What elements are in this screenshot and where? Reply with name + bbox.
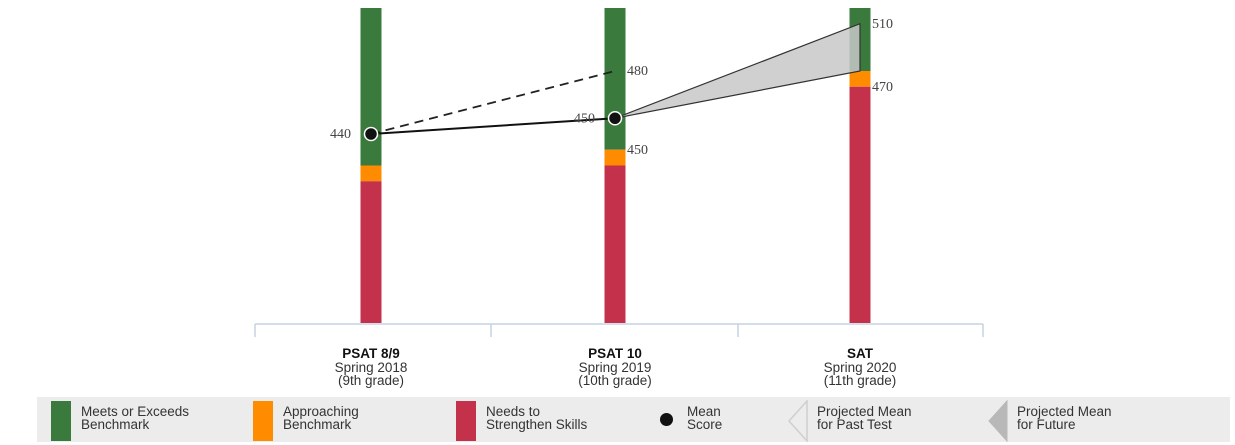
category-name-0: PSAT 8/9 bbox=[342, 346, 400, 361]
legend-label-future: Projected Mean for Future bbox=[1017, 404, 1112, 432]
mean-dot-icon bbox=[660, 413, 673, 426]
legend-label-mean: Mean Score bbox=[687, 404, 723, 432]
value-label-3: 450 bbox=[627, 143, 648, 158]
legend-swatch-approaching bbox=[253, 401, 273, 441]
legend-label-past: Projected Mean for Past Test bbox=[817, 404, 912, 432]
category-season-1: Spring 2019 bbox=[579, 360, 652, 375]
projected-future-band bbox=[614, 22, 861, 119]
legend-item-past: Projected Mean for Past Test bbox=[787, 397, 987, 442]
bar-approaching-2 bbox=[849, 71, 871, 87]
category-grade-0: (9th grade) bbox=[338, 373, 404, 388]
category-season-2: Spring 2020 bbox=[824, 360, 897, 375]
category-name-1: PSAT 10 bbox=[588, 346, 642, 361]
value-label-0: 440 bbox=[330, 127, 351, 142]
bar-needs-0 bbox=[360, 181, 382, 323]
legend-label-approaching: Approaching Benchmark bbox=[283, 404, 359, 432]
mean-dot-1 bbox=[607, 111, 623, 126]
value-label-5: 470 bbox=[872, 80, 893, 95]
legend-swatch-meets bbox=[51, 401, 71, 441]
legend-item-needs: Needs to Strengthen Skills bbox=[456, 397, 646, 442]
outline-triangle-icon bbox=[787, 400, 808, 442]
legend-swatch-needs bbox=[456, 401, 476, 441]
bar-meets-0 bbox=[360, 8, 382, 166]
bar-needs-1 bbox=[604, 165, 626, 323]
mean-dot-0 bbox=[363, 126, 379, 142]
legend-item-meets: Meets or Exceeds Benchmark bbox=[51, 397, 241, 442]
category-name-2: SAT bbox=[847, 346, 874, 361]
legend-label-needs: Needs to Strengthen Skills bbox=[486, 404, 588, 432]
legend: Meets or Exceeds Benchmark Approaching B… bbox=[37, 397, 1230, 442]
mean-score-line bbox=[370, 117, 616, 135]
bar-approaching-1 bbox=[604, 149, 626, 166]
category-grade-1: (10th grade) bbox=[578, 373, 652, 388]
bar-meets-1 bbox=[604, 8, 626, 150]
value-label-4: 510 bbox=[872, 17, 893, 32]
category-grade-2: (11th grade) bbox=[824, 373, 897, 388]
value-label-1: 480 bbox=[627, 64, 648, 79]
bar-needs-2 bbox=[849, 86, 871, 323]
legend-item-approaching: Approaching Benchmark bbox=[253, 397, 443, 442]
legend-item-future: Projected Mean for Future bbox=[987, 397, 1187, 442]
filled-triangle-icon bbox=[988, 400, 1008, 442]
projected-past-line bbox=[370, 70, 616, 135]
legend-item-mean: Mean Score bbox=[657, 397, 787, 442]
bar-approaching-0 bbox=[360, 165, 382, 182]
category-season-0: Spring 2018 bbox=[335, 360, 408, 375]
legend-label-meets: Meets or Exceeds Benchmark bbox=[81, 404, 190, 432]
value-label-2: 450 bbox=[574, 111, 595, 126]
